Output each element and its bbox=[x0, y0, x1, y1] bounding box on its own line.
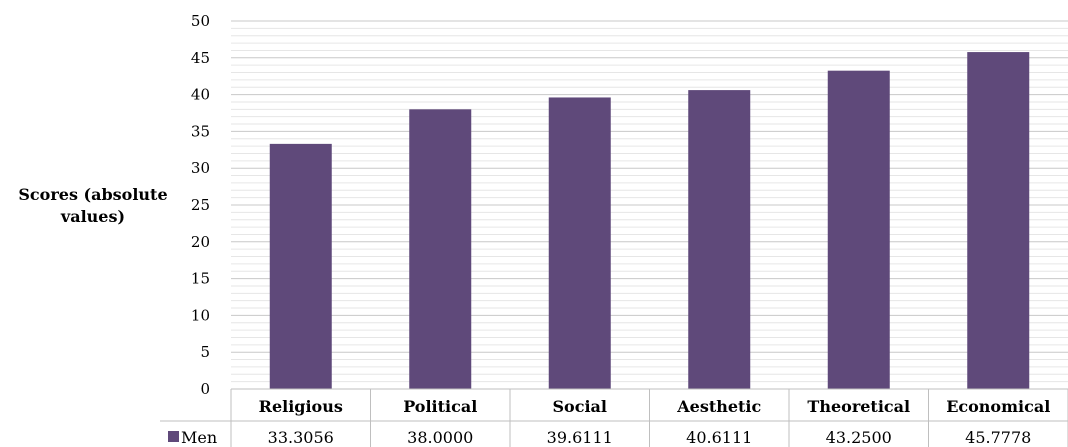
bar-political bbox=[409, 109, 472, 389]
y-tick-label: 40 bbox=[191, 86, 210, 104]
value-label-economical: 45.7778 bbox=[965, 428, 1031, 447]
legend-swatch-men bbox=[168, 431, 179, 442]
category-label-religious: Religious bbox=[259, 397, 343, 416]
y-axis: 0 5 10 15 20 25 30 35 40 45 50 bbox=[191, 12, 210, 398]
value-label-aesthetic: 40.6111 bbox=[686, 428, 752, 447]
y-axis-title-line-1: Scores (absolute bbox=[18, 185, 167, 204]
y-tick-label: 35 bbox=[191, 122, 210, 140]
value-label-theoretical: 43.2500 bbox=[826, 428, 892, 447]
bar-social bbox=[548, 97, 611, 389]
y-tick-label: 30 bbox=[191, 159, 210, 177]
category-label-political: Political bbox=[403, 397, 477, 416]
y-tick-label: 0 bbox=[200, 380, 210, 398]
y-tick-label: 25 bbox=[191, 196, 210, 214]
value-label-political: 38.0000 bbox=[407, 428, 473, 447]
bars bbox=[269, 52, 1030, 390]
y-tick-label: 45 bbox=[191, 49, 210, 67]
value-label-social: 39.6111 bbox=[547, 428, 613, 447]
y-tick-label: 5 bbox=[200, 343, 210, 361]
gridlines bbox=[231, 20, 1068, 383]
bar-theoretical bbox=[827, 70, 890, 390]
y-tick-label: 50 bbox=[191, 12, 210, 30]
y-tick-label: 10 bbox=[191, 306, 210, 324]
y-tick-label: 15 bbox=[191, 270, 210, 288]
value-label-religious: 33.3056 bbox=[268, 428, 334, 447]
data-table: Religious 33.3056 Political 38.0000 Social 39… bbox=[160, 388, 1068, 447]
category-label-economical: Economical bbox=[946, 397, 1050, 416]
bar-religious bbox=[269, 143, 332, 389]
y-tick-label: 20 bbox=[191, 233, 210, 251]
category-label-social: Social bbox=[553, 397, 608, 416]
legend-label-men: Men bbox=[181, 428, 217, 447]
category-label-theoretical: Theoretical bbox=[807, 397, 910, 416]
category-label-aesthetic: Aesthetic bbox=[676, 397, 761, 416]
bar-economical bbox=[967, 52, 1030, 390]
bar-aesthetic bbox=[688, 90, 751, 390]
y-axis-title-line-2: values) bbox=[60, 207, 125, 226]
